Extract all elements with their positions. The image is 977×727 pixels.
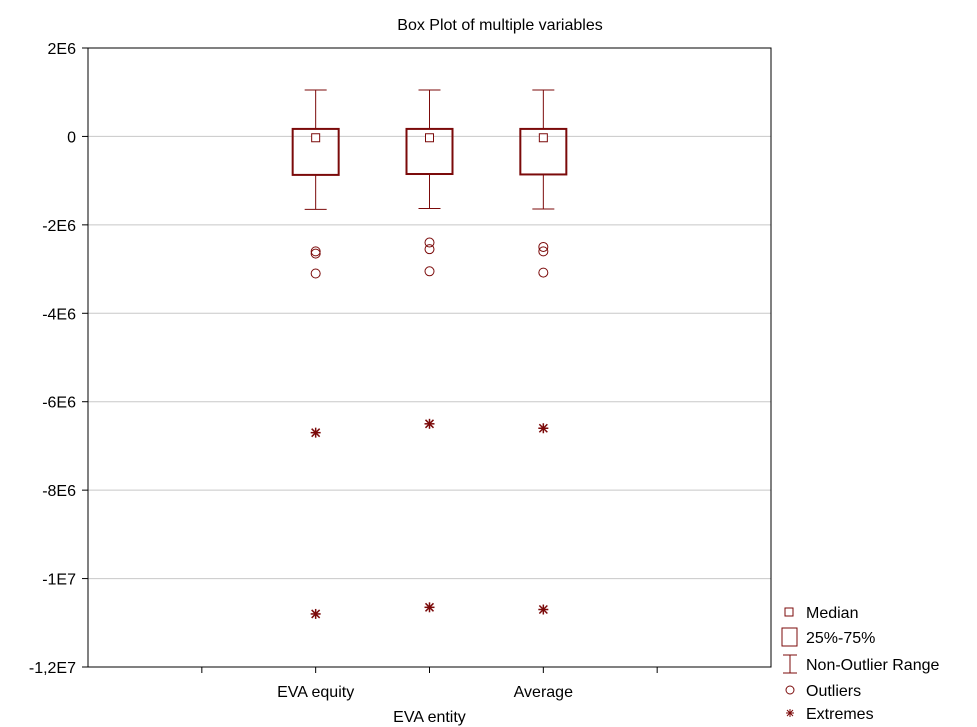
outlier-point: [310, 268, 321, 279]
box-iqr: [405, 127, 454, 176]
extreme-point: [424, 602, 435, 613]
legend-label-median: Median: [806, 605, 858, 622]
box-icon: [781, 627, 798, 647]
y-tick-label: 2E6: [48, 41, 77, 58]
x-tick-label: EVA entity: [393, 709, 466, 726]
extreme-point: [310, 427, 321, 438]
median-point: [538, 133, 548, 143]
outlier-point: [310, 246, 321, 257]
extreme-point: [424, 418, 435, 429]
outlier-point: [538, 267, 549, 278]
extreme-stroke: [311, 428, 321, 438]
legend: Median 25%-75% Non-Outlier Range Outlier…: [781, 605, 940, 723]
y-tick-label: -8E6: [42, 483, 76, 500]
y-tick-label: -2E6: [42, 218, 76, 235]
boxes: [291, 89, 568, 619]
median-square-icon: [784, 607, 794, 617]
legend-label-whisker: Non-Outlier Range: [806, 657, 940, 674]
circle-icon: [785, 685, 795, 695]
extreme-point: [538, 604, 549, 615]
extreme-stroke: [538, 423, 548, 433]
outlier-point: [538, 241, 549, 252]
box-eva-entity: [405, 89, 454, 613]
grid-lines: [88, 135, 771, 580]
box-average: [519, 89, 568, 615]
outlier-point: [310, 248, 321, 259]
x-axis: EVA equity Average EVA entity: [201, 667, 658, 726]
extreme-point: [310, 608, 321, 619]
outlier-point: [538, 246, 549, 257]
box-iqr: [519, 127, 568, 176]
extreme-stroke: [311, 609, 321, 619]
outlier-point: [424, 266, 435, 277]
legend-label-box: 25%-75%: [806, 630, 875, 647]
legend-label-outliers: Outliers: [806, 683, 861, 700]
y-tick-label: -1,2E7: [29, 660, 76, 677]
y-tick-label: -1E7: [42, 572, 76, 589]
extreme-point: [538, 423, 549, 434]
extreme-stroke: [424, 419, 435, 429]
median-point: [425, 133, 434, 143]
y-axis: 2E6 0 -2E6 -4E6 -6E6 -8E6 -1E7 -1,2E7: [29, 41, 88, 677]
legend-label-extremes: Extremes: [806, 706, 874, 723]
y-tick-label: -6E6: [42, 395, 76, 412]
outlier-point: [424, 237, 435, 248]
extreme-stroke: [538, 604, 548, 615]
x-tick-label: EVA equity: [277, 684, 354, 701]
box-iqr: [291, 127, 340, 176]
outlier-point: [424, 244, 435, 255]
y-tick-label: 0: [67, 129, 76, 146]
y-tick-label: -4E6: [42, 306, 76, 323]
box-eva-equity: [291, 89, 340, 619]
whisker-icon: [783, 654, 797, 674]
plot-frame: [87, 47, 772, 668]
asterisk-icon: [786, 709, 794, 717]
chart-title: Box Plot of multiple variables: [397, 17, 602, 34]
x-tick-label: Average: [514, 684, 573, 701]
median-point: [311, 133, 321, 143]
extreme-stroke: [424, 602, 435, 612]
